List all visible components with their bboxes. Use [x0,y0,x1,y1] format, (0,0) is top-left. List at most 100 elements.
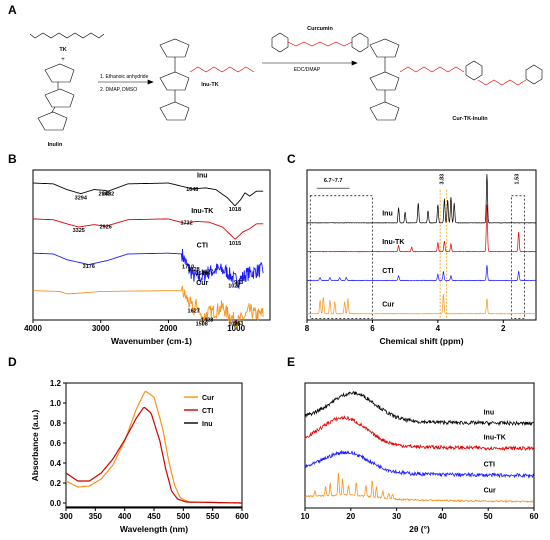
x-tick-label: 4 [436,324,441,333]
x-tick-label: 550 [206,512,220,521]
panel-label-b: B [8,152,17,166]
peak-annotation: 3294 [75,195,88,201]
series-line-cti [304,449,534,479]
peak-annotation: 1027 [228,283,240,289]
series-line-cti [65,406,242,504]
x-axis-label: Chemical shift (ppm) [379,336,463,346]
label-step1-b: 2. DMAP, DMSO [100,87,137,93]
x-tick-label: 450 [147,512,161,521]
peak-annotation: 1648 [186,187,198,193]
label-inu-tk: Inu-TK [201,82,218,88]
peak-annotation: 1710 [182,265,194,271]
tk-structure [29,32,105,39]
x-tick-label: 20 [346,512,355,521]
series-line-inu [32,182,264,207]
x-axis-label: Wavelength (nm) [120,524,188,534]
peak-annotation: 2926 [100,225,112,231]
panel-label-d: D [8,355,17,369]
series-label-cti: CTI [197,242,208,249]
y-tick-label: 1.0 [50,399,62,408]
x-tick-label: 350 [89,512,103,521]
y-tick-label: 0.4 [50,459,62,468]
peak-annotation: 1732 [180,221,192,227]
series-line-inu-tk [33,218,264,240]
series-line-inu [304,390,534,427]
label-inulin: Inulin [48,142,63,148]
label-cur-tk-inulin: Cur-TK-Inulin [452,116,488,122]
peak-annotation: 2942 [99,191,111,197]
region-box-aromatic [309,195,373,319]
y-tick-label: 0.6 [50,439,62,448]
synthesis-scheme [29,32,543,131]
x-tick-label: 60 [530,512,539,521]
chart-uv: 300 350 400 450 500 550 600 0.0 0.2 0.4 0.6 0.8 1.0 1… [30,379,249,534]
x-tick-label: 500 [177,512,191,521]
series-line-cur [65,390,242,504]
x-axis-label: Wavenumber (cm-1) [111,336,192,346]
label-tk: TK [59,47,66,53]
x-tick-label: 2 [501,324,506,333]
peak-annotation: 963 [234,280,243,286]
peak-annotation: 3176 [83,264,95,270]
x-tick-label: 30 [392,512,401,521]
peak-annotation: 963 [234,321,243,327]
x-tick-label: 3000 [92,324,110,333]
peak-annotation: 3.83 [439,174,445,185]
series-label-inu: Inu [484,409,495,416]
peak-annotation: 1.53 [515,174,521,185]
y-tick-label: 0.8 [50,419,62,428]
legend-label-inu: Inu [202,421,213,428]
label-plus: + [61,57,65,63]
x-tick-label: 400 [118,512,132,521]
nmr-frame [306,169,537,321]
series-label-cti: CTI [484,461,495,468]
peak-annotation: 1428 [201,318,213,324]
panel-label-c: C [287,152,296,166]
cur-tk-inulin-structure [369,38,543,121]
x-axis-label: 2θ (°) [409,524,430,534]
chart-xrd: 10 20 30 40 50 60 2θ (°) Inu Inu-TK CTI Cur [301,382,539,534]
peak-annotation: 1510 [195,271,207,277]
peak-annotation: 1427 [201,270,213,276]
series-label-cur: Cur [196,280,208,287]
x-tick-label: 600 [235,512,249,521]
x-tick-label: 10 [301,512,310,521]
x-tick-label: 50 [484,512,493,521]
inu-tk-structure [159,38,255,121]
region-box-methyl [511,195,525,319]
scheme-labels: TK + Inulin Inu-TK Curcumin Cur-TK-Inuli… [48,26,489,148]
y-axis-label: Absorbance (a.u.) [30,409,40,481]
x-tick-label: 4000 [24,324,42,333]
legend-label-cti: CTI [202,408,213,415]
x-tick-label: 2000 [160,324,178,333]
peak-annotation: 3325 [73,228,85,234]
peak-annotation: 1018 [229,207,241,213]
x-tick-label: 8 [305,324,310,333]
label-curcumin: Curcumin [307,26,333,32]
series-label-inu: Inu [197,172,208,179]
y-tick-label: 0.2 [50,479,62,488]
curcumin-structure [271,32,369,53]
panel-label-a: A [8,3,17,17]
series-label-inu-tk: Inu-TK [484,434,506,441]
peak-annotation: 1628 [187,267,199,273]
ftir-frame [32,169,271,321]
legend-label-cur: Cur [202,395,214,402]
peak-annotation: 6.7~7.7 [324,178,343,184]
series-label-cti: CTI [382,268,393,275]
series-line-inu-tk [307,204,536,253]
series-line-cti [33,248,264,290]
peak-annotation: 2892 [102,191,114,197]
peak-annotation: 1508 [196,322,208,328]
peak-annotation: 1026 [228,322,240,328]
uv-frame [65,382,243,509]
series-line-cur [304,472,534,503]
series-line-inu [306,174,537,224]
y-tick-label: 1.2 [50,379,62,388]
inulin-structure [37,63,75,131]
label-step2: EDC/DMAP [294,67,321,73]
peak-annotation: 1627 [188,309,200,315]
peak-annotation: 1015 [229,241,241,247]
series-line-inu-tk [304,414,534,452]
